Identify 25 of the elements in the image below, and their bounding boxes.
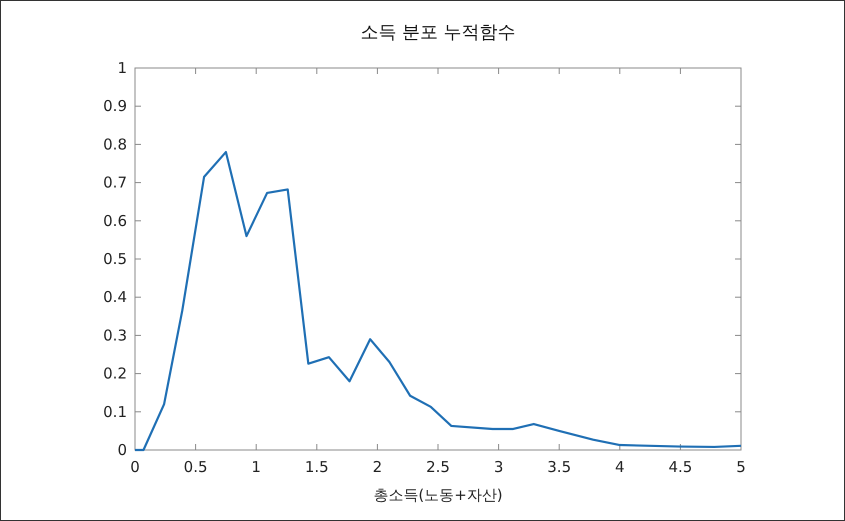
x-tick-label: 1 [251,458,261,476]
y-tick-label: 0.6 [103,212,127,230]
chart-title: 소득 분포 누적함수 [360,22,516,43]
x-tick-label: 4.5 [668,458,692,476]
y-tick-label: 0.2 [103,364,127,383]
x-tick-label: 5 [736,458,746,476]
y-tick-label: 0.1 [103,402,127,421]
y-tick-label: 0.4 [103,288,127,306]
x-tick-label: 2 [372,458,382,476]
y-tick-label: 0.9 [103,97,127,116]
y-tick-label: 0 [117,441,127,459]
x-axis-title: 총소득(노동+자산) [373,486,503,504]
y-tick-label: 0.7 [103,174,127,192]
x-tick-label: 4 [615,458,625,476]
x-tick-label: 3 [494,458,504,476]
y-tick-label: 0.8 [103,135,127,154]
x-tick-label: 3.5 [547,458,572,476]
x-tick-label: 0 [130,458,140,476]
y-tick-label: 0.3 [103,326,127,344]
line-series [134,150,742,452]
x-tick-label: 1.5 [304,458,329,476]
y-tick-label: 1 [117,59,127,77]
y-tick-label: 0.5 [103,250,127,268]
x-tick-label: 2.5 [426,458,450,476]
x-tick-label: 0.5 [184,458,208,476]
